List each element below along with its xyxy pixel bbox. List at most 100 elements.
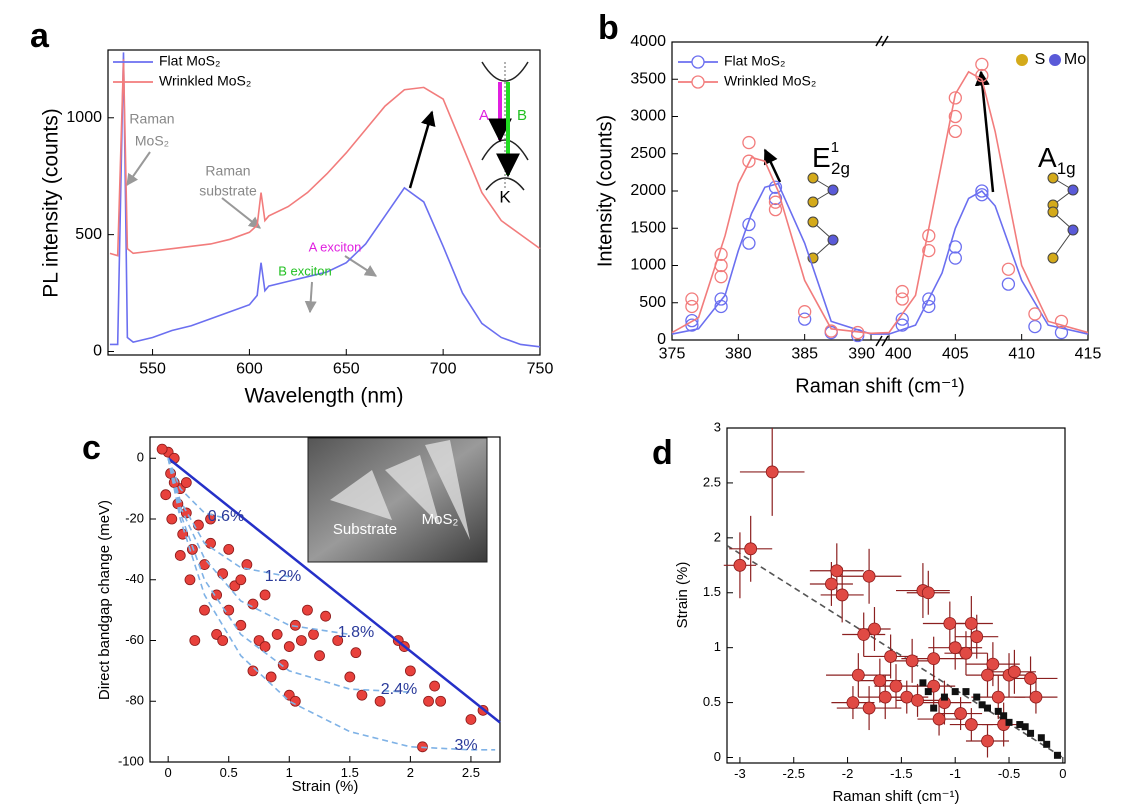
y-tick-label: 1000: [66, 109, 102, 126]
y-tick-label: -40: [125, 571, 144, 586]
y-axis-label: PL intensity (counts): [40, 108, 63, 297]
x-tick-label: 405: [942, 346, 969, 363]
marker: [895, 292, 909, 306]
x-tick-label: -1.5: [890, 766, 912, 781]
annotation: 3%: [454, 737, 477, 754]
arrow: [763, 148, 782, 183]
point: [911, 693, 924, 707]
series-line: [109, 52, 541, 348]
mode-label: E1 2g: [812, 139, 850, 179]
y-tick-label: 0: [93, 343, 102, 360]
y-axis-label: Direct bandgap change (meV): [96, 500, 113, 700]
x-tick-label: 600: [236, 361, 263, 378]
series-line: [671, 182, 1089, 335]
annotation: Raman: [129, 111, 174, 127]
point: [344, 671, 356, 683]
annotation: MoS₂: [135, 133, 169, 149]
point: [265, 671, 277, 683]
marker: [742, 217, 756, 232]
point: [350, 647, 362, 659]
panel-label: a: [30, 17, 50, 55]
point: [271, 629, 283, 640]
annotation: B exciton: [278, 263, 331, 278]
plot-frame: [107, 49, 541, 356]
point: [964, 718, 978, 731]
point: [927, 652, 941, 666]
plot-frame: [149, 436, 501, 763]
annotation: 2.4%: [381, 681, 417, 698]
x-tick-label: 1: [286, 765, 293, 780]
annotation: K: [499, 187, 511, 206]
marker: [685, 299, 699, 314]
point: [223, 543, 235, 555]
y-tick-label: 0: [714, 749, 721, 764]
point: [1021, 723, 1029, 731]
point: [964, 617, 978, 630]
x-tick-label: 750: [527, 361, 554, 378]
molecule-e2g: [807, 172, 839, 264]
y-tick-label: 3: [714, 419, 721, 434]
y-tick-label: -80: [125, 693, 144, 708]
point: [1000, 712, 1008, 720]
y-tick-label: 0.5: [703, 694, 721, 709]
x-tick-label: -2: [842, 766, 854, 781]
series-line: [167, 458, 350, 636]
mode-base: A: [1038, 142, 1057, 173]
point: [156, 443, 168, 455]
point: [981, 668, 994, 682]
point: [765, 465, 779, 479]
point: [862, 701, 876, 715]
point: [465, 714, 477, 725]
point: [954, 707, 967, 720]
point: [868, 622, 881, 636]
annotation: 1.2%: [265, 568, 301, 585]
plot-frame: [726, 427, 1066, 764]
marker: [851, 328, 865, 343]
point: [314, 650, 325, 662]
mode-base: E: [812, 142, 831, 173]
point: [930, 704, 938, 712]
y-tick-label: 3500: [630, 70, 666, 87]
annotation: A exciton: [309, 239, 362, 254]
point: [962, 688, 970, 696]
annotation: S: [1035, 51, 1046, 68]
annotation: Mo: [1064, 51, 1086, 68]
marker: [851, 325, 865, 340]
point: [1029, 690, 1043, 704]
point: [320, 610, 332, 622]
x-axis-label: Raman shift (cm⁻¹): [832, 788, 959, 805]
marker: [798, 305, 812, 319]
point: [184, 574, 196, 586]
y-tick-label: 500: [639, 294, 666, 311]
marker: [742, 236, 756, 250]
point: [943, 617, 957, 630]
arrow: [126, 151, 151, 186]
marker: [895, 318, 909, 332]
mode-sup: 1: [831, 139, 839, 156]
point: [846, 696, 860, 709]
point: [983, 704, 991, 712]
point: [217, 568, 229, 580]
x-tick-label: 0: [1059, 766, 1066, 781]
point: [921, 586, 935, 600]
point: [404, 665, 416, 677]
x-axis-label: Wavelength (nm): [244, 385, 403, 408]
panel-label: c: [82, 429, 101, 467]
point: [217, 635, 229, 646]
point: [889, 679, 903, 693]
point: [295, 635, 307, 646]
marker: [922, 299, 936, 314]
y-tick-label: -100: [118, 753, 144, 768]
marker: [948, 91, 962, 105]
marker: [714, 292, 728, 306]
annotation: substrate: [199, 183, 257, 199]
marker: [1054, 325, 1069, 340]
point: [825, 577, 838, 591]
x-tick-label: 415: [1075, 346, 1102, 363]
x-tick-label: 375: [659, 346, 686, 363]
y-tick-label: 1000: [630, 257, 666, 274]
x-tick-label: -2.5: [783, 766, 805, 781]
point: [174, 550, 186, 561]
